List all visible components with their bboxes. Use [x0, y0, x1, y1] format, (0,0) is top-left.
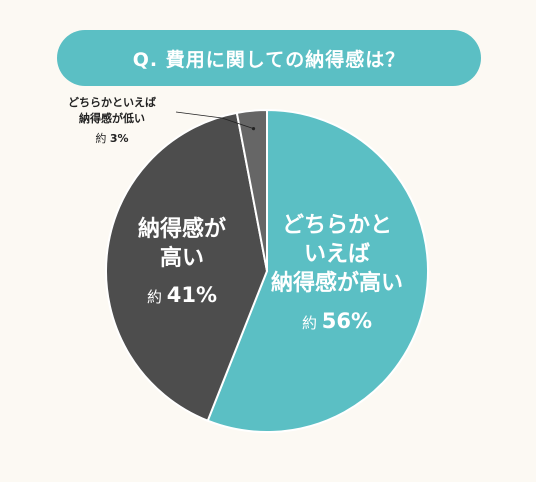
slice-2-label-line-1: 納得感が [138, 216, 226, 242]
slice-1-percent-value: 56% [322, 309, 372, 333]
slice-3-label-line-1: どちらかといえば [68, 95, 156, 109]
question-title: Q. 費用に関しての納得感は？ [132, 48, 406, 71]
slice-2-percent-value: 41% [167, 283, 217, 307]
slice-3-leader-line [175, 111, 254, 130]
pie-slice-3 [235, 109, 268, 272]
slice-3-percent-value: 3% [110, 132, 129, 145]
slice-3-percent: 約 3% [95, 131, 128, 145]
slice-3-leader-dot [251, 127, 256, 131]
slice-2-percent: 約 41% [147, 283, 217, 307]
slice-3-label-line-2: 納得感が低い [79, 111, 145, 125]
slice-1-label-line-2: いえば [304, 242, 370, 267]
question-title-pill: Q. 費用に関しての納得感は？ [57, 30, 481, 86]
slice-1-percent: 約 56% [302, 309, 372, 333]
slice-1-label-line-1: どちらかと [282, 213, 392, 238]
slice-2-percent-prefix: 約 [147, 288, 167, 306]
pie-slice-2 [105, 111, 268, 422]
slice-1-label-line-3: 納得感が高い [271, 270, 403, 296]
slice-2-label-line-2: 高い [160, 245, 204, 271]
slice-3-percent-prefix: 約 [95, 131, 110, 145]
pie-slice-1 [206, 109, 429, 433]
slice-1-percent-prefix: 約 [302, 314, 322, 332]
pie-slices [105, 109, 429, 433]
